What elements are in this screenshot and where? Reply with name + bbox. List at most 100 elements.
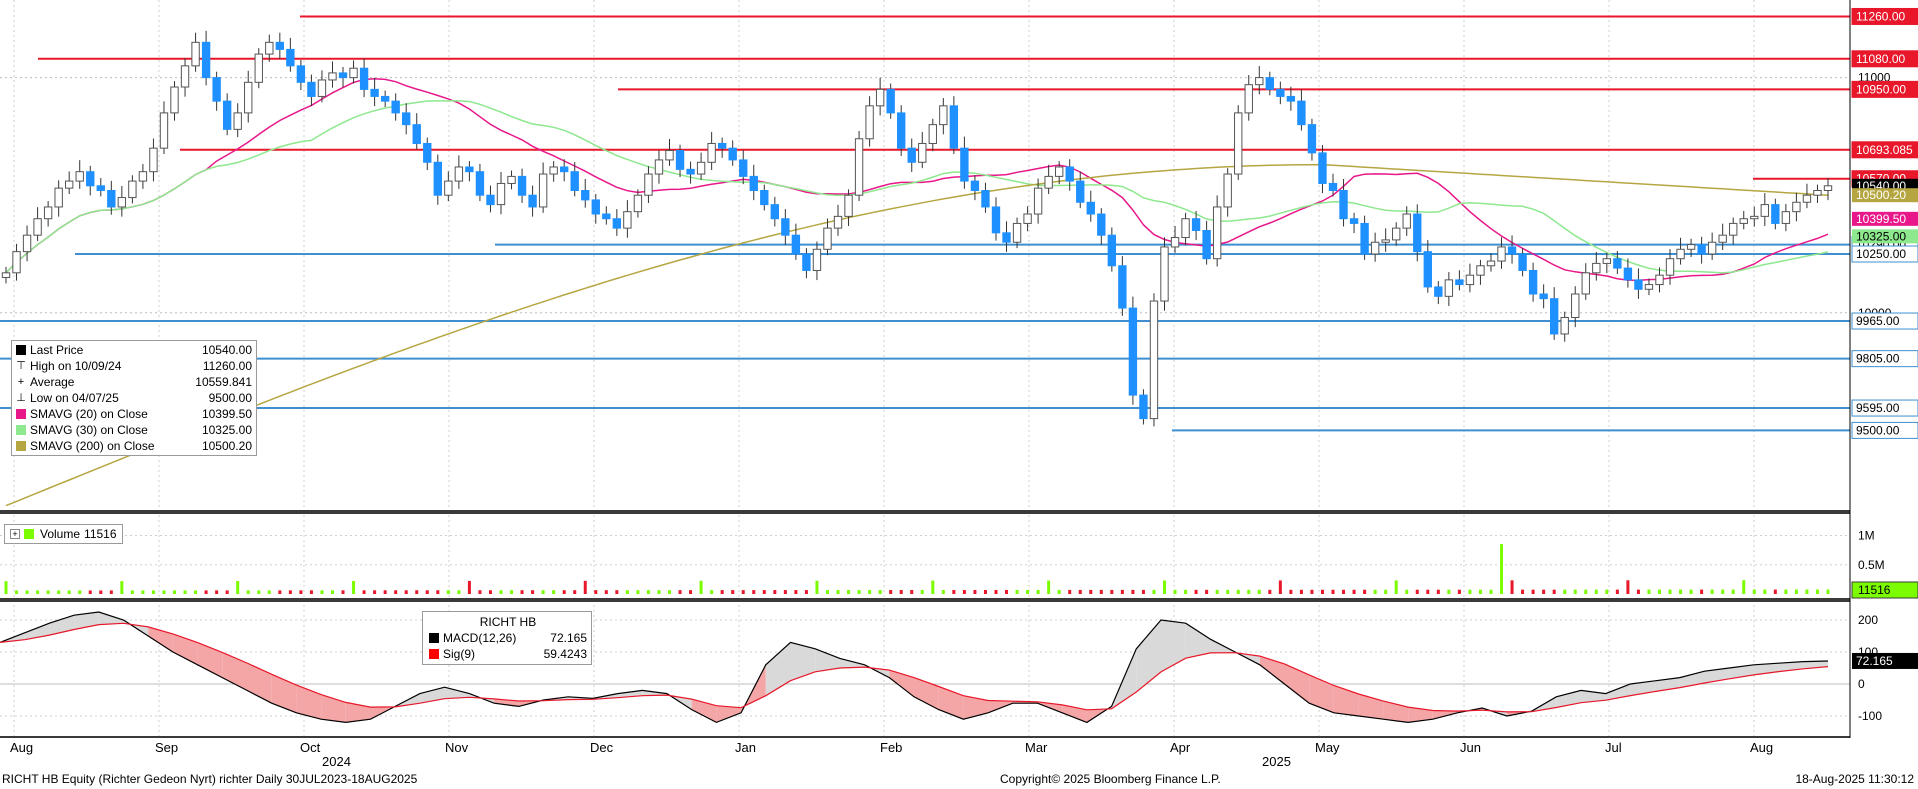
volume-bar (1131, 589, 1135, 594)
volume-bar (1784, 589, 1788, 594)
volume-bar (1815, 589, 1819, 594)
candle-up (1792, 201, 1801, 213)
sma200-swatch (16, 441, 26, 451)
volume-bar (120, 581, 124, 594)
candle-up (43, 206, 53, 220)
candle-up (1181, 218, 1190, 239)
volume-bar (1194, 589, 1198, 594)
candle-down (86, 171, 95, 187)
volume-bar (36, 590, 40, 594)
candle-up (1718, 234, 1727, 243)
macd-histogram-area (716, 705, 742, 723)
volume-bar (1405, 589, 1409, 594)
legend-label: SMAVG (20) on Close (30, 407, 148, 421)
expand-icon[interactable]: + (10, 529, 20, 539)
volume-bar (1110, 589, 1114, 594)
macd-histogram-area (444, 687, 470, 699)
volume-bar (1657, 589, 1661, 594)
volume-bar (1299, 589, 1303, 594)
candle-down (1307, 124, 1317, 154)
candle-up (454, 166, 464, 182)
candle-down (802, 253, 811, 271)
volume-bar (309, 590, 313, 594)
candle-down (1697, 244, 1706, 255)
candle-down (1128, 307, 1138, 396)
macd-histogram-area (1630, 680, 1656, 696)
macd-histogram-area (963, 695, 989, 720)
volume-bar (1036, 589, 1040, 594)
legend-label: SMAVG (30) on Close (30, 423, 148, 437)
volume-bar (1510, 580, 1514, 594)
macd-histogram-area (24, 623, 50, 640)
candle-down (212, 77, 221, 102)
candle-up (707, 142, 716, 163)
candle-down (591, 199, 600, 215)
support-tag-text: 9805.00 (1856, 352, 1900, 366)
volume-bar (1173, 589, 1177, 594)
volume-bar (1436, 589, 1440, 594)
candle-up (33, 218, 42, 236)
volume-bar (689, 590, 693, 594)
volume-legend-value: 11516 (84, 527, 117, 541)
macd-histogram-area (321, 694, 346, 723)
candle-down (307, 81, 316, 97)
candle-down (559, 166, 569, 173)
macd-histogram-area (691, 699, 717, 723)
volume-bar (1363, 589, 1367, 594)
macd-line (0, 611, 1829, 724)
candle-up (633, 194, 643, 213)
volume-bar (510, 590, 514, 594)
macd-histogram-area (1259, 656, 1285, 684)
volume-bar (604, 590, 608, 594)
candle-up (54, 187, 63, 208)
candle-down (749, 175, 758, 191)
candle-down (465, 166, 474, 173)
macd-histogram-area (938, 686, 964, 720)
last-price-swatch (16, 345, 26, 355)
support-tag-box (1851, 245, 1918, 263)
candle-up (1676, 248, 1685, 260)
legend-value: 10559.841 (195, 375, 252, 389)
volume-bar (1594, 589, 1598, 594)
candle-down (201, 41, 211, 79)
candle-up (1497, 246, 1506, 262)
candle-up (1476, 265, 1485, 276)
volume-bar (478, 590, 482, 594)
volume-bar (1415, 589, 1419, 594)
volume-bar (1215, 589, 1219, 594)
price-legend: Last Price 10540.00 ⊤ High on 10/09/24 1… (11, 340, 257, 456)
panel-separator (0, 510, 1850, 514)
support-tag-box (1851, 399, 1918, 417)
volume-bar (173, 590, 177, 594)
legend-value: 9500.00 (208, 391, 252, 405)
volume-bar (1615, 589, 1619, 594)
volume-bar (520, 590, 524, 594)
legend-label: SMAVG (200) on Close (30, 439, 155, 453)
volume-bar (1015, 589, 1019, 594)
high-icon: ⊤ (16, 360, 26, 372)
macd-histogram-area (790, 642, 816, 681)
macd-histogram-area (271, 674, 297, 713)
volume-swatch (24, 529, 34, 539)
candle-down (1613, 258, 1622, 269)
volume-bar (1731, 589, 1735, 594)
macd-histogram-area (914, 677, 939, 710)
volume-bar (710, 590, 714, 594)
candle-down (1139, 394, 1148, 420)
month-label: Aug (10, 740, 33, 755)
candle-up (180, 65, 190, 88)
volume-bar (889, 590, 893, 594)
macd-histogram-area (1383, 701, 1409, 723)
volume-bar (973, 589, 977, 594)
macd-histogram-area (839, 658, 865, 668)
candle-down (402, 112, 411, 126)
resistance-tag-text: 11260.00 (1856, 9, 1905, 23)
candle-down (370, 88, 379, 97)
candle-up (159, 112, 169, 149)
volume-legend: + Volume 11516 (4, 524, 123, 544)
volume-legend-label: Volume (40, 527, 81, 541)
candle-down (1771, 204, 1780, 224)
macd-lines (0, 611, 1829, 724)
volume-bar (1205, 589, 1209, 594)
volume-tag-text: 11516 (1858, 583, 1891, 597)
